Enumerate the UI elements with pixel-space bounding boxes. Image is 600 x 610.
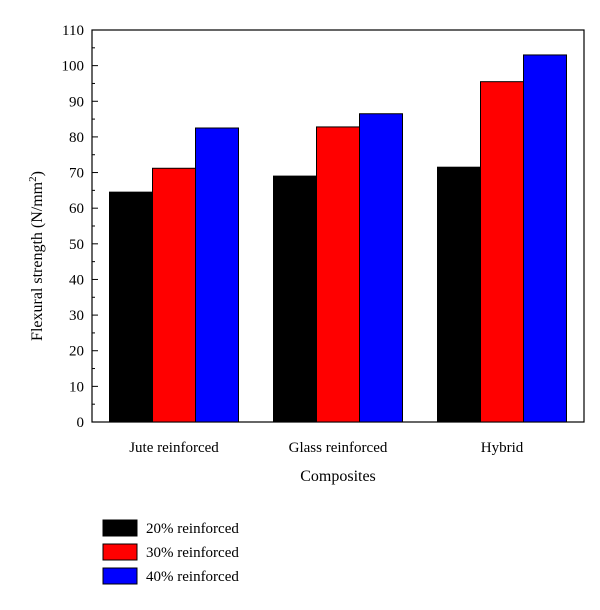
y-tick-label: 70 [69, 166, 84, 182]
x-axis: Jute reinforced Glass reinforced Hybrid [129, 416, 524, 456]
bar [359, 113, 403, 423]
y-tick-label: 90 [69, 94, 84, 110]
x-axis-title: Composites [300, 468, 376, 485]
x-tick-label: Glass reinforced [289, 440, 388, 456]
y-tick-label: 50 [69, 237, 84, 253]
bar [523, 54, 567, 423]
y-tick-label: 10 [69, 379, 84, 395]
legend-swatch [102, 543, 138, 561]
legend: 20% reinforced 30% reinforced 40% reinforc… [102, 519, 239, 585]
bar [273, 175, 317, 423]
x-tick-label: Jute reinforced [129, 440, 219, 456]
legend-label: 40% reinforced [146, 569, 239, 585]
y-axis-title-main: Flexural strength (N/mm [29, 181, 46, 341]
bar [480, 81, 524, 423]
bar [195, 127, 239, 423]
y-axis-title: Flexural strength (N/mm2) [27, 171, 46, 341]
y-axis-title-superscript: 2 [27, 176, 39, 182]
y-tick-label: 40 [69, 272, 84, 288]
bars [109, 54, 567, 423]
x-tick-label: Hybrid [481, 440, 524, 456]
legend-swatch [102, 567, 138, 585]
bar [109, 191, 153, 423]
y-axis-title-suffix: ) [29, 171, 46, 176]
legend-swatch [102, 519, 138, 537]
bar [152, 167, 196, 423]
y-tick-label: 80 [69, 130, 84, 146]
bar [316, 126, 360, 423]
y-tick-label: 100 [62, 59, 85, 75]
y-tick-label: 110 [62, 23, 84, 39]
y-tick-label: 30 [69, 308, 84, 324]
legend-label: 20% reinforced [146, 521, 239, 537]
y-tick-label: 60 [69, 201, 84, 217]
legend-label: 30% reinforced [146, 545, 239, 561]
bar [437, 166, 481, 423]
y-axis: 0 10 20 30 40 50 60 70 80 90 100 110 [62, 23, 98, 431]
y-tick-label: 0 [77, 415, 85, 431]
y-tick-label: 20 [69, 344, 84, 360]
